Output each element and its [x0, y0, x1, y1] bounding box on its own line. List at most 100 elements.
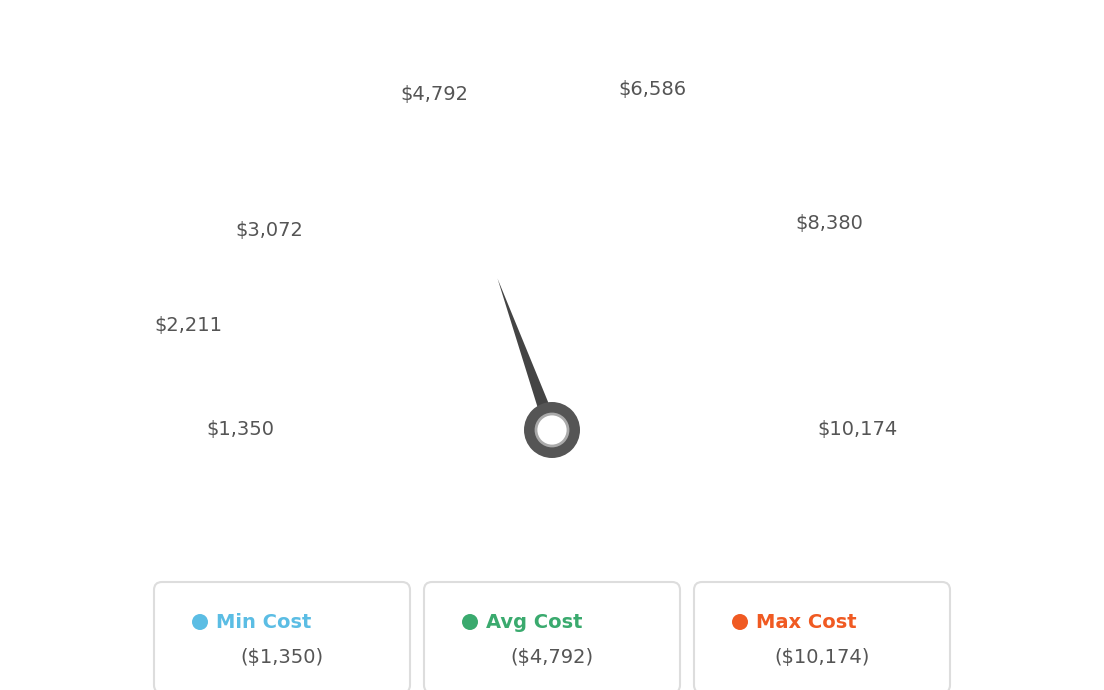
- Wedge shape: [250, 472, 372, 502]
- Wedge shape: [368, 579, 444, 681]
- Wedge shape: [618, 602, 666, 690]
- Wedge shape: [466, 608, 502, 690]
- Wedge shape: [319, 552, 414, 637]
- Wedge shape: [540, 615, 546, 690]
- Wedge shape: [682, 560, 773, 649]
- Wedge shape: [364, 577, 440, 678]
- Wedge shape: [318, 551, 413, 635]
- Circle shape: [732, 614, 749, 630]
- Wedge shape: [612, 604, 655, 690]
- Wedge shape: [255, 483, 375, 521]
- Wedge shape: [248, 469, 371, 497]
- Wedge shape: [244, 451, 369, 466]
- Wedge shape: [343, 566, 428, 661]
- Wedge shape: [331, 560, 422, 649]
- Wedge shape: [244, 452, 369, 469]
- Wedge shape: [407, 593, 467, 690]
- Wedge shape: [580, 613, 601, 690]
- Wedge shape: [670, 571, 752, 669]
- Wedge shape: [734, 463, 857, 488]
- Wedge shape: [394, 589, 459, 690]
- Wedge shape: [308, 544, 407, 624]
- Wedge shape: [487, 611, 514, 690]
- Wedge shape: [420, 598, 475, 690]
- Wedge shape: [726, 490, 846, 533]
- Wedge shape: [362, 576, 439, 676]
- Wedge shape: [493, 612, 519, 690]
- Wedge shape: [681, 562, 769, 653]
- Wedge shape: [347, 569, 431, 664]
- Wedge shape: [734, 459, 858, 481]
- Wedge shape: [328, 558, 420, 646]
- Wedge shape: [243, 442, 368, 452]
- Wedge shape: [340, 565, 426, 658]
- Wedge shape: [737, 430, 862, 433]
- Wedge shape: [634, 595, 691, 690]
- Wedge shape: [424, 599, 477, 690]
- Wedge shape: [528, 614, 539, 690]
- Wedge shape: [499, 612, 521, 690]
- Wedge shape: [736, 437, 862, 444]
- Wedge shape: [304, 541, 405, 618]
- Wedge shape: [722, 501, 838, 551]
- Wedge shape: [270, 507, 384, 562]
- Wedge shape: [608, 606, 648, 690]
- Text: Min Cost: Min Cost: [216, 613, 311, 631]
- Wedge shape: [584, 612, 607, 690]
- Wedge shape: [590, 611, 617, 690]
- Wedge shape: [254, 482, 374, 519]
- Wedge shape: [734, 460, 858, 483]
- Wedge shape: [733, 469, 856, 497]
- Wedge shape: [720, 507, 834, 562]
- Text: $6,586: $6,586: [618, 80, 686, 99]
- Wedge shape: [660, 579, 736, 681]
- Wedge shape: [298, 536, 402, 610]
- Wedge shape: [628, 598, 682, 690]
- Wedge shape: [548, 615, 551, 690]
- Wedge shape: [542, 615, 548, 690]
- Wedge shape: [728, 487, 847, 528]
- Wedge shape: [489, 611, 516, 690]
- Wedge shape: [575, 613, 593, 690]
- Wedge shape: [626, 599, 678, 690]
- Wedge shape: [267, 504, 383, 555]
- Wedge shape: [599, 609, 634, 690]
- Wedge shape: [254, 480, 374, 517]
- Wedge shape: [736, 447, 861, 462]
- Wedge shape: [392, 589, 458, 690]
- Wedge shape: [736, 446, 861, 459]
- Wedge shape: [652, 584, 722, 690]
- Wedge shape: [477, 609, 509, 690]
- Text: $2,211: $2,211: [155, 316, 222, 335]
- Wedge shape: [574, 613, 591, 690]
- Wedge shape: [666, 575, 744, 675]
- Wedge shape: [701, 539, 803, 614]
- Text: $8,380: $8,380: [796, 214, 863, 233]
- Wedge shape: [242, 437, 368, 444]
- Wedge shape: [283, 522, 392, 586]
- Wedge shape: [245, 457, 369, 478]
- Wedge shape: [656, 582, 729, 687]
- Wedge shape: [553, 615, 556, 690]
- Wedge shape: [710, 525, 818, 592]
- Wedge shape: [644, 590, 708, 690]
- Wedge shape: [633, 596, 689, 690]
- Wedge shape: [561, 615, 569, 690]
- Wedge shape: [251, 473, 372, 504]
- Wedge shape: [731, 477, 851, 512]
- Wedge shape: [266, 502, 382, 553]
- Wedge shape: [513, 613, 530, 690]
- Wedge shape: [602, 608, 638, 690]
- Wedge shape: [550, 615, 552, 690]
- Wedge shape: [386, 586, 454, 690]
- Wedge shape: [325, 555, 417, 642]
- Wedge shape: [351, 571, 433, 667]
- Wedge shape: [595, 609, 627, 690]
- Wedge shape: [647, 588, 714, 690]
- Wedge shape: [673, 569, 757, 664]
- Wedge shape: [470, 609, 505, 690]
- Wedge shape: [630, 597, 687, 690]
- Wedge shape: [664, 577, 740, 678]
- Text: ($4,792): ($4,792): [510, 649, 594, 667]
- Wedge shape: [703, 535, 807, 609]
